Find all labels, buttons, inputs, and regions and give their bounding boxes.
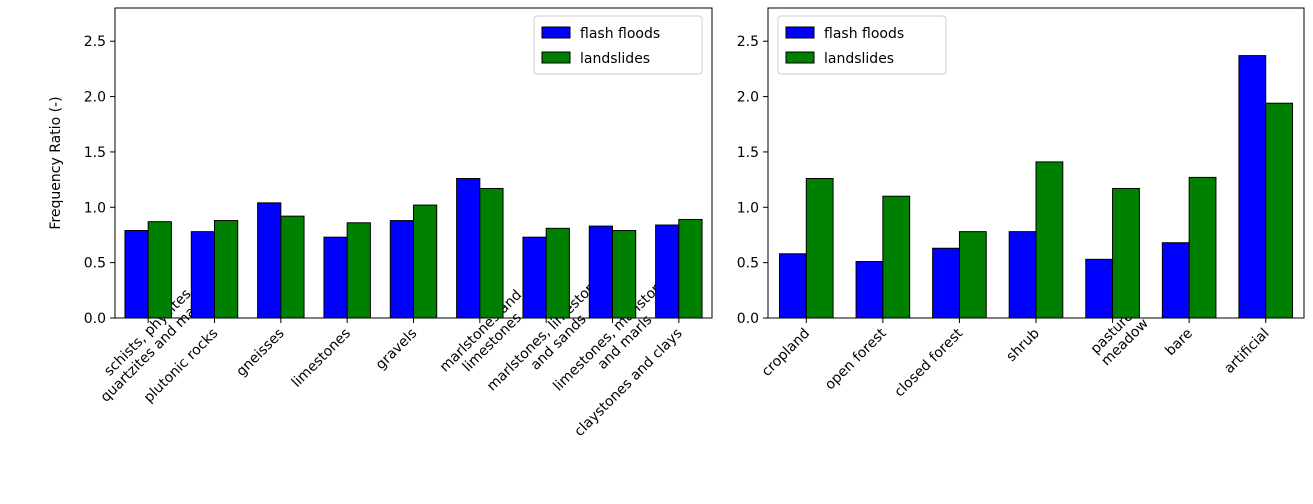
bar [479,187,504,319]
bar [147,221,172,319]
bar [257,202,282,319]
bar [413,204,438,319]
y-tick-label: 1.0 [737,200,759,216]
legend-swatch [541,51,571,64]
bar [190,231,216,319]
bar [778,253,807,319]
bar [1161,242,1190,319]
legend-label: flash floods [824,26,904,42]
y-tick-label: 0.5 [84,256,106,272]
y-tick-label: 2.5 [737,34,759,50]
bar [389,220,414,319]
x-tick-label: limestones [289,326,354,391]
bar [612,230,637,319]
bar [124,230,149,319]
y-tick-label: 0.0 [737,311,759,327]
x-tick-label: bare [1162,326,1196,360]
bar [1238,55,1267,319]
y-tick-label: 0.0 [84,311,106,327]
y-tick-label: 2.0 [84,90,106,106]
bar [1265,102,1294,319]
y-tick-label: 1.5 [84,145,106,161]
x-tick-label: artificial [1221,326,1272,377]
x-tick-label: open forest [822,325,890,393]
bar [214,220,239,319]
bar [1085,258,1114,319]
legend-label: flash floods [580,26,660,42]
bar [1008,231,1037,319]
y-tick-label: 2.0 [737,90,759,106]
legend-box [777,15,947,75]
legend-label: landslides [824,51,894,67]
bar [588,225,613,319]
bar [655,224,680,319]
x-tick-label: gravels [373,326,421,374]
x-tick-label: shrub [1003,325,1042,364]
bar [280,215,305,319]
x-tick-label: gneisses [233,326,287,380]
bar [882,195,911,319]
bar [805,178,834,319]
bar [522,236,547,319]
y-tick-label: 1.5 [737,145,759,161]
legend-label: landslides [580,51,650,67]
bar [855,261,884,319]
bar [323,236,348,319]
bar [932,247,960,319]
x-tick-label: cropland [759,326,813,380]
legend-swatch [541,26,571,39]
legend-swatch [785,51,815,64]
bar [346,222,371,319]
legend-box [533,15,703,75]
y-tick-label: 2.5 [84,34,106,50]
y-axis-label: Frequency Ratio (-) [48,96,64,229]
bar [958,231,987,319]
bar [678,218,703,319]
y-tick-label: 1.0 [84,200,106,216]
axes-frame [767,7,1305,319]
y-tick-label: 0.5 [737,256,759,272]
bar [1035,161,1064,319]
bar [456,178,481,319]
bar [1112,187,1140,319]
x-tick-label: closed forest [891,325,966,400]
legend-swatch [785,26,815,39]
bar [1188,176,1217,319]
bar [545,227,570,319]
axes-frame [114,7,713,319]
